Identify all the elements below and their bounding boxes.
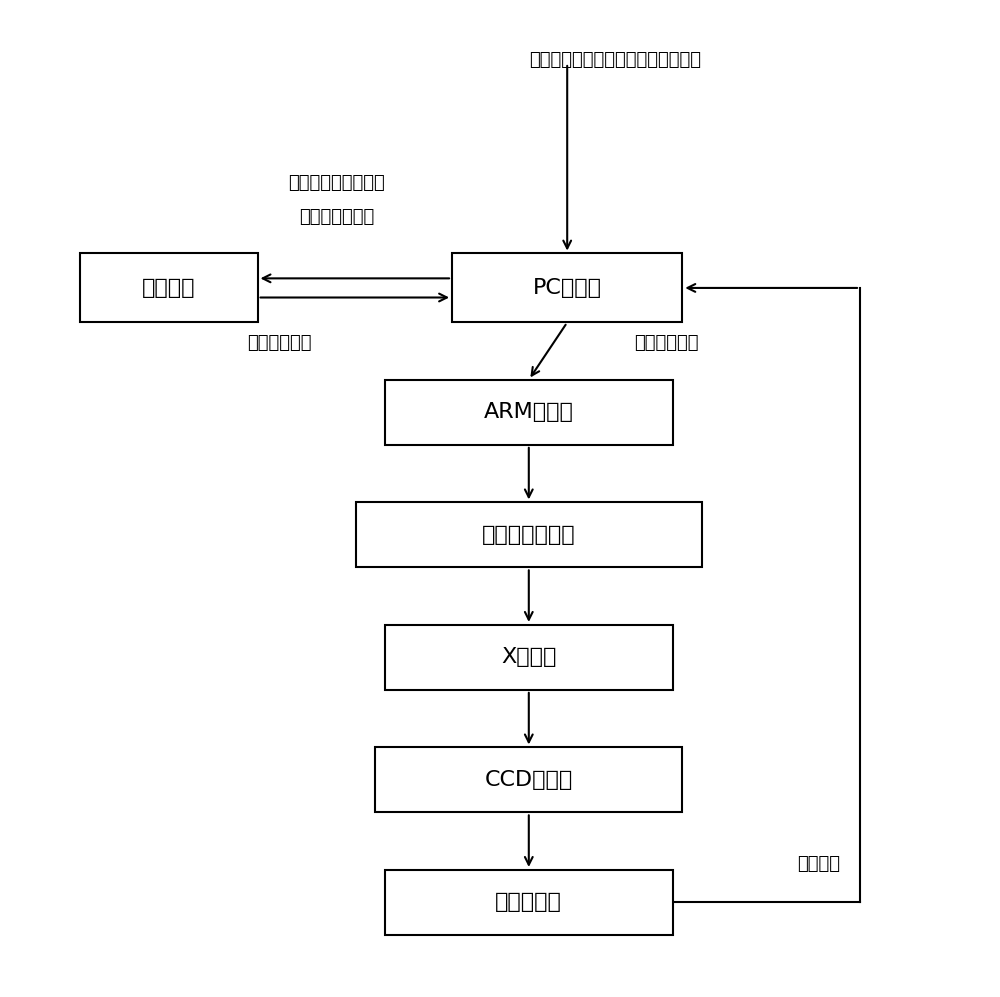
Bar (375, 748, 682, 813)
Text: 合适焦点尺寸: 合适焦点尺寸 (247, 334, 311, 352)
Text: 合适焦点尺寸: 合适焦点尺寸 (634, 334, 699, 352)
Text: 视频采集卡: 视频采集卡 (495, 892, 562, 912)
Text: 专家系统: 专家系统 (142, 278, 196, 298)
Text: 精度要求等参数: 精度要求等参数 (299, 207, 374, 225)
Bar (385, 869, 673, 935)
Text: 高频高压发生器: 高频高压发生器 (482, 524, 576, 545)
Bar (385, 625, 673, 690)
Text: 当前检测对象材料、: 当前检测对象材料、 (288, 174, 385, 192)
Text: PC上位机: PC上位机 (533, 278, 602, 298)
Bar (80, 253, 258, 322)
Text: 数字图像: 数字图像 (798, 855, 841, 873)
Text: ARM下位机: ARM下位机 (484, 403, 574, 423)
Bar (452, 253, 682, 322)
Text: 当前检测对象材料、精度要求等参数: 当前检测对象材料、精度要求等参数 (529, 51, 701, 69)
Bar (385, 380, 673, 445)
Bar (356, 502, 702, 567)
Text: X射线管: X射线管 (501, 647, 556, 667)
Text: CCD摄像机: CCD摄像机 (485, 770, 573, 790)
